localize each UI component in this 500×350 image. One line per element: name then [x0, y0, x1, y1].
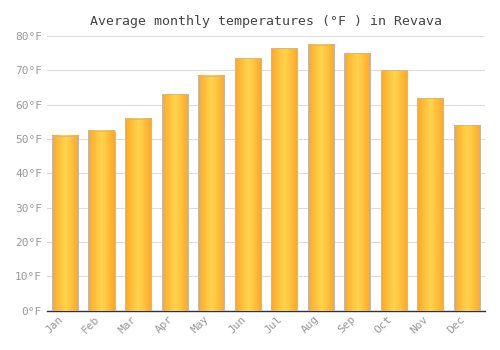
Bar: [380, 70, 407, 311]
Title: Average monthly temperatures (°F ) in Revava: Average monthly temperatures (°F ) in Re…: [90, 15, 442, 28]
Bar: [417, 98, 444, 311]
Bar: [52, 136, 78, 311]
Bar: [454, 125, 480, 311]
Bar: [125, 119, 152, 311]
Bar: [308, 45, 334, 311]
Bar: [162, 94, 188, 311]
Bar: [234, 58, 261, 311]
Bar: [271, 48, 297, 311]
Bar: [198, 76, 224, 311]
Bar: [88, 131, 115, 311]
Bar: [344, 53, 370, 311]
